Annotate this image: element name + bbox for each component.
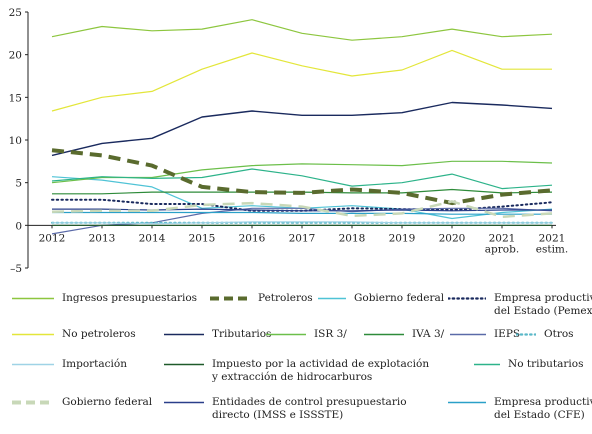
legend-swatch	[516, 333, 536, 336]
y-tick-label: 10	[9, 135, 22, 147]
legend-item: Ingresos presupuestarios	[12, 292, 312, 322]
series-line-15	[52, 211, 552, 215]
x-tick-label: 2015	[189, 232, 216, 244]
legend-label: IVA 3/	[412, 328, 445, 340]
legend-item: Entidades de control presupuestario dire…	[164, 396, 464, 426]
legend-item: Otros	[516, 328, 592, 358]
y-tick-label: 5	[15, 178, 22, 190]
legend-label: Tributarios	[212, 328, 272, 340]
x-tick-label: 2014	[139, 232, 166, 244]
legend-item: Importación	[12, 358, 312, 388]
legend: Ingresos presupuestarios Petroleros Gobier…	[0, 288, 592, 434]
y-tick-label: –5	[10, 263, 22, 275]
legend-item: IVA 3/	[364, 328, 592, 358]
legend-label: No tributarios	[508, 358, 584, 370]
legend-label: Gobierno federal	[62, 396, 153, 408]
legend-label: Importación	[62, 358, 127, 370]
legend-swatch	[210, 296, 250, 301]
legend-label: Empresa productiva del Estado (Pemex)	[494, 292, 592, 317]
legend-label: Gobierno federal	[354, 292, 445, 304]
series-line-13	[51, 200, 553, 219]
legend-label: Impuesto por la actividad de explotación…	[212, 358, 430, 383]
legend-swatch	[364, 333, 404, 336]
y-tick-label: 15	[9, 92, 22, 104]
legend-swatch	[474, 363, 500, 366]
legend-swatch	[164, 333, 204, 336]
series-line-5	[51, 101, 553, 157]
x-tick-label: 2020	[439, 232, 466, 244]
legend-swatch	[266, 333, 306, 336]
x-tick-label: 2019	[389, 232, 416, 244]
legend-label: Entidades de control presupuestario dire…	[212, 396, 407, 421]
x-tick-label: 2016	[239, 232, 266, 244]
legend-swatch	[448, 401, 486, 404]
legend-label: ISR 3/	[314, 328, 347, 340]
legend-swatch	[12, 297, 54, 300]
legend-item: Empresa productiva del Estado (Pemex)	[448, 292, 592, 322]
x-tick-label: 2021 estim.	[536, 232, 568, 255]
x-tick-label: 2017	[289, 232, 316, 244]
legend-label: Empresa productiva del Estado (CFE)	[494, 396, 592, 421]
series-line-12	[51, 168, 553, 190]
series-line-4	[51, 49, 552, 112]
legend-item: No petroleros	[12, 328, 312, 358]
line-chart: –5 0 5 10 15 20 25 2012 2013 2014 2015 2016 2017 2018…	[9, 7, 569, 275]
series-line-6	[51, 160, 553, 184]
legend-item: ISR 3/	[266, 328, 566, 358]
legend-label: No petroleros	[62, 328, 136, 340]
legend-item: Empresa productiva del Estado (CFE)	[448, 396, 592, 426]
legend-label: Otros	[544, 328, 574, 340]
legend-item: IEPS	[450, 328, 592, 358]
legend-item: Gobierno federal	[12, 396, 312, 426]
legend-item: Impuesto por la actividad de explotación…	[164, 358, 464, 388]
legend-item: Tributarios	[164, 328, 464, 358]
legend-label: Ingresos presupuestarios	[62, 292, 198, 304]
legend-swatch	[448, 297, 486, 300]
legend-swatch	[12, 400, 54, 405]
y-tick-label: 25	[9, 7, 22, 19]
series-line-0	[51, 19, 553, 41]
legend-swatch	[12, 363, 54, 366]
legend-item: No tributarios	[474, 358, 592, 388]
legend-label: IEPS	[494, 328, 521, 340]
legend-swatch	[450, 333, 486, 336]
legend-swatch	[164, 363, 204, 366]
y-tick-label: 0	[15, 220, 22, 232]
legend-item: Petroleros	[210, 292, 510, 322]
y-tick-label: 20	[9, 50, 22, 62]
legend-swatch	[12, 333, 54, 336]
x-tick-label: 2013	[89, 232, 116, 244]
legend-item: Gobierno federal	[318, 292, 592, 322]
series-line-10	[52, 221, 552, 225]
legend-swatch	[318, 297, 346, 300]
x-tick-label: 2012	[39, 232, 66, 244]
legend-label: Petroleros	[258, 292, 313, 304]
legend-swatch	[164, 401, 204, 404]
x-tick-label: 2018	[339, 232, 366, 244]
series-line-1	[51, 148, 553, 206]
x-tick-label: 2021 aprob.	[485, 232, 519, 255]
